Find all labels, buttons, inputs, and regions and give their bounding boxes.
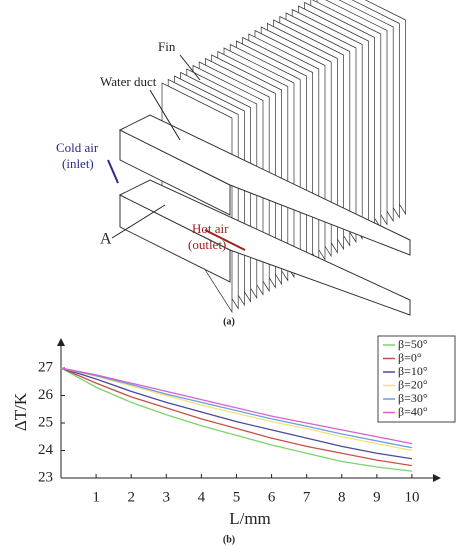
series-line [60,367,413,449]
legend-label: β=0° [398,350,422,364]
legend-label: β=20° [398,377,428,391]
x-tick-label: 10 [404,489,419,505]
series-line [60,367,413,452]
series-line [60,367,413,472]
hot-air-arrow [204,229,246,251]
x-tick-label: 4 [198,489,206,505]
y-axis-arrow [57,338,65,346]
x-tick-label: 7 [303,489,311,505]
series-line [60,367,413,467]
legend-label: β=10° [398,364,428,378]
x-tick-label: 1 [92,489,100,505]
caption: (a) [223,316,235,327]
pointer-duct [149,89,181,141]
upper-duct-top [118,114,411,256]
y-axis-label: ΔT/K [11,392,30,431]
legend-box [377,335,456,423]
x-tick-label: 2 [127,489,135,505]
x-axis-label: L/mm [229,509,271,528]
x-tick-label: 8 [338,489,346,505]
x-tick-label: 3 [163,489,171,505]
legend-label: β=30° [398,391,428,405]
label-hot-air: (outlet) [188,237,226,252]
y-tick-label: 26 [38,387,54,403]
label-hot-air: Hot air [192,221,229,236]
label-water-duct: Water duct [100,74,157,89]
series-line [60,367,413,445]
cold-air-arrow [107,159,119,184]
y-tick-label: 24 [38,442,54,458]
series-line [60,367,413,460]
label-cold-air: (inlet) [62,156,94,171]
x-tick-label: 5 [233,489,241,505]
x-axis-arrow [433,474,441,482]
y-tick-label: 27 [38,359,54,375]
chart: 1 2 3 4 5 6 7 8 9 102324252627L/mmΔT/K(b)β=50°β=0… [11,335,456,545]
x-tick-label: 6 [268,489,276,505]
label-cold-air: Cold air [56,140,99,155]
label-a: A [100,231,112,248]
pointer-fin [179,54,201,81]
x-tick-label: 9 [373,489,381,505]
legend-label: β=40° [398,404,428,418]
label-fin: Fin [158,39,176,54]
lower-duct-top [118,179,411,316]
y-tick-label: 25 [38,414,53,430]
caption: (b) [223,534,235,545]
pointer-a [111,204,166,239]
y-tick-label: 23 [38,469,53,485]
legend-label: β=50° [398,337,428,351]
